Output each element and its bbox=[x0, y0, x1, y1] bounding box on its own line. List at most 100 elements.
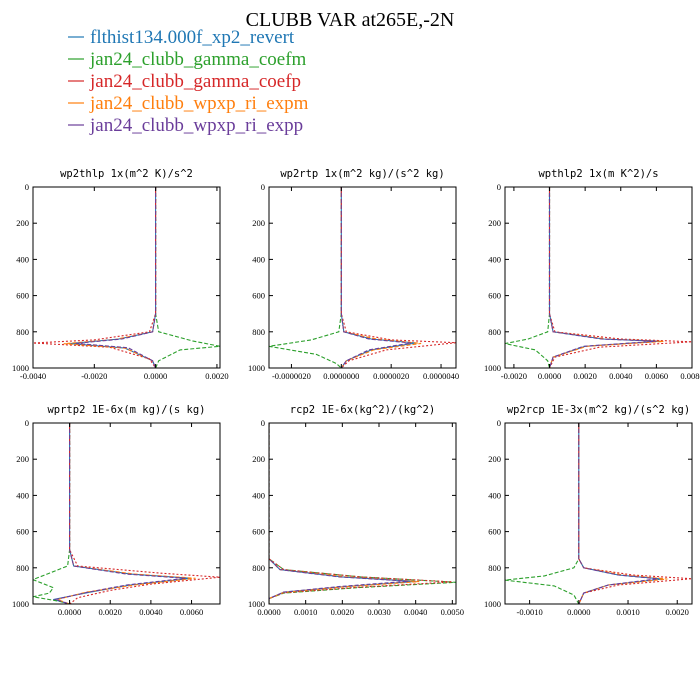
y-tick-label: 600 bbox=[16, 527, 29, 537]
x-tick-label: -0.0040 bbox=[20, 371, 46, 381]
series-line-4 bbox=[578, 423, 658, 604]
plot-frame bbox=[32, 186, 221, 369]
legend-entry: flthist134.000f_xp2_revert bbox=[90, 27, 295, 48]
panel-4: rcp2 1E-6x(kg^2)/(kg^2) 0 200 400 600 800 1000… bbox=[248, 404, 464, 617]
y-tick-label: 800 bbox=[488, 563, 501, 573]
series-group bbox=[505, 423, 692, 604]
x-tick-label: 0.0060 bbox=[180, 607, 203, 617]
series-line-4 bbox=[75, 187, 157, 368]
y-tick-label: 600 bbox=[488, 291, 501, 301]
series-line-2 bbox=[548, 187, 692, 368]
legend: flthist134.000f_xp2_revertjan24_clubb_ga… bbox=[68, 27, 309, 136]
x-tick-label: 0.0000000 bbox=[323, 371, 359, 381]
plot-frame bbox=[504, 422, 693, 605]
x-tick-label: -0.0020 bbox=[81, 371, 107, 381]
x-tick-label: 0.0000020 bbox=[373, 371, 409, 381]
panel-1: wp2rtp 1x(m^2 kg)/(s^2 kg) 0 200 400 600 800 1… bbox=[248, 168, 459, 381]
series-line-3 bbox=[63, 187, 157, 368]
x-tick-label: 0.0000040 bbox=[423, 371, 459, 381]
y-tick-label: 600 bbox=[488, 527, 501, 537]
y-tick-label: 1000 bbox=[484, 363, 501, 373]
x-tick-label: 0.0010 bbox=[294, 607, 317, 617]
legend-entry: jan24_clubb_gamma_coefp bbox=[89, 71, 301, 92]
y-tick-label: 0 bbox=[25, 182, 29, 192]
y-tick-label: 600 bbox=[252, 527, 265, 537]
x-tick-label: 0.0020 bbox=[99, 607, 122, 617]
y-tick-label: 800 bbox=[16, 563, 29, 573]
panel-title: wp2thlp 1x(m^2 K)/s^2 bbox=[60, 168, 193, 180]
series-group bbox=[269, 187, 456, 368]
x-tick-label: 0.0020 bbox=[205, 371, 228, 381]
panel-title: rcp2 1E-6x(kg^2)/(kg^2) bbox=[290, 404, 435, 416]
series-line-1 bbox=[155, 187, 220, 368]
series-group bbox=[33, 187, 220, 368]
plot-frame bbox=[268, 422, 457, 605]
x-tick-label: 0.0040 bbox=[609, 371, 632, 381]
y-tick-label: 800 bbox=[252, 327, 265, 337]
y-tick-label: 0 bbox=[497, 418, 501, 428]
y-tick-label: 200 bbox=[252, 454, 265, 464]
series-line-0 bbox=[578, 423, 663, 604]
y-tick-label: 1000 bbox=[248, 363, 265, 373]
panel-title: wp2rcp 1E-3x(m^2 kg)/(s^2 kg) bbox=[507, 404, 690, 416]
x-tick-label: 0.0020 bbox=[331, 607, 354, 617]
plot-frame bbox=[504, 186, 693, 369]
series-line-2 bbox=[578, 423, 692, 604]
series-line-1 bbox=[33, 423, 71, 604]
y-tick-label: 800 bbox=[16, 327, 29, 337]
series-line-2 bbox=[269, 423, 453, 604]
y-tick-label: 800 bbox=[488, 327, 501, 337]
y-tick-label: 200 bbox=[16, 218, 29, 228]
x-tick-label: 0.0000 bbox=[567, 607, 590, 617]
panels: wp2thlp 1x(m^2 K)/s^202004006008001000-0… bbox=[12, 168, 700, 617]
series-line-4 bbox=[340, 187, 412, 368]
y-tick-label: 400 bbox=[16, 490, 29, 500]
panel-2: wpthlp2 1x(m K^2)/s 0 200 400 600 800 1000-0.0… bbox=[484, 168, 700, 381]
series-line-1 bbox=[505, 423, 580, 604]
panel-0: wp2thlp 1x(m^2 K)/s^202004006008001000-0… bbox=[12, 168, 229, 381]
x-tick-label: 0.0000 bbox=[144, 371, 167, 381]
series-group bbox=[33, 423, 220, 604]
legend-entry: jan24_clubb_wpxp_ri_expm bbox=[89, 93, 309, 114]
y-tick-label: 600 bbox=[16, 291, 29, 301]
panel-title: wpthlp2 1x(m K^2)/s bbox=[538, 168, 658, 180]
series-line-1 bbox=[505, 187, 551, 368]
x-tick-label: 0.0040 bbox=[139, 607, 162, 617]
y-tick-label: 400 bbox=[488, 490, 501, 500]
y-tick-label: 0 bbox=[261, 182, 265, 192]
y-tick-label: 1000 bbox=[12, 363, 29, 373]
x-tick-label: 0.0010 bbox=[616, 607, 639, 617]
y-tick-label: 0 bbox=[497, 182, 501, 192]
y-tick-label: 800 bbox=[252, 563, 265, 573]
y-tick-label: 400 bbox=[252, 490, 265, 500]
x-tick-label: 0.0000 bbox=[538, 371, 561, 381]
y-tick-label: 200 bbox=[252, 218, 265, 228]
series-group bbox=[269, 423, 456, 604]
x-tick-label: 0.0000 bbox=[58, 607, 81, 617]
series-line-4 bbox=[53, 423, 186, 604]
figure-title: CLUBB VAR at265E,-2N bbox=[246, 9, 455, 31]
y-tick-label: 0 bbox=[25, 418, 29, 428]
y-tick-label: 1000 bbox=[484, 599, 501, 609]
plot-frame bbox=[32, 422, 221, 605]
x-tick-label: 0.0020 bbox=[666, 607, 689, 617]
series-line-4 bbox=[269, 423, 409, 604]
y-tick-label: 600 bbox=[252, 291, 265, 301]
y-tick-label: 1000 bbox=[248, 599, 265, 609]
x-tick-label: 0.0050 bbox=[441, 607, 464, 617]
series-group bbox=[505, 187, 692, 368]
y-tick-label: 1000 bbox=[12, 599, 29, 609]
x-tick-label: 0.0060 bbox=[645, 371, 668, 381]
x-tick-label: 0.0040 bbox=[404, 607, 427, 617]
y-tick-label: 200 bbox=[488, 454, 501, 464]
series-line-2 bbox=[69, 423, 220, 604]
y-tick-label: 400 bbox=[252, 254, 265, 264]
legend-entry: jan24_clubb_wpxp_ri_expp bbox=[89, 115, 303, 136]
y-tick-label: 0 bbox=[261, 418, 265, 428]
legend-entry: jan24_clubb_gamma_coefm bbox=[89, 49, 307, 70]
x-tick-label: 0.0000 bbox=[257, 607, 280, 617]
series-line-1 bbox=[269, 187, 342, 368]
panel-3: wprtp2 1E-6x(m kg)/(s kg) 0 200 400 600 800 10… bbox=[12, 404, 221, 617]
